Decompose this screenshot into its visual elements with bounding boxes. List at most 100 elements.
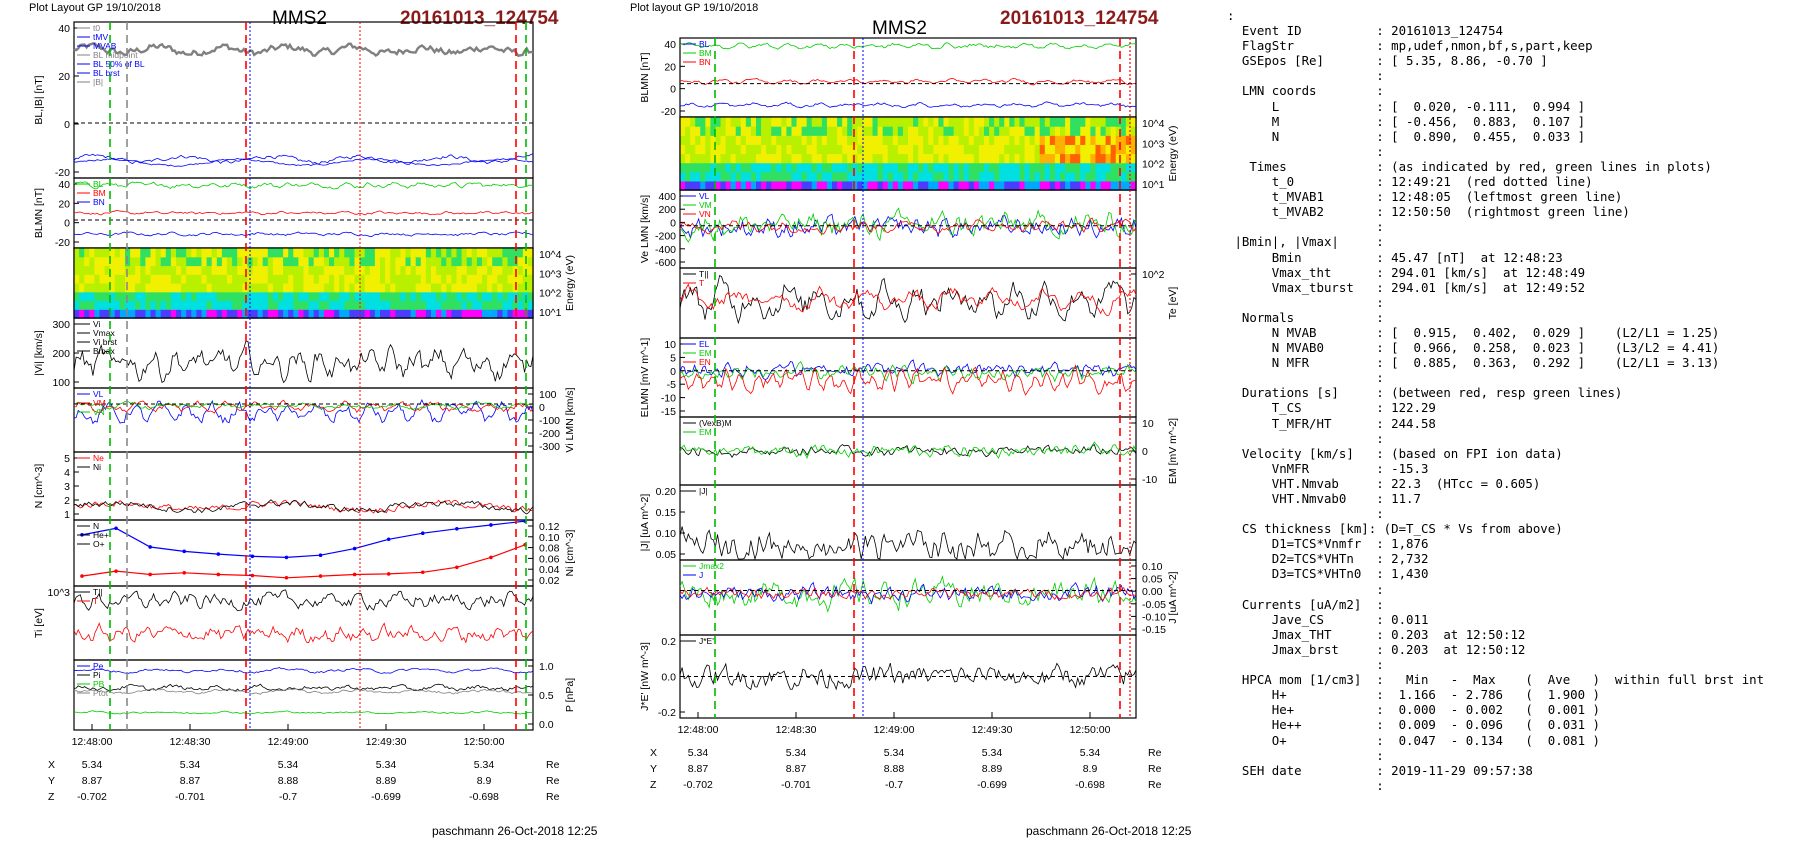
- spectrogram-cell: [882, 171, 889, 182]
- spectrogram-cell: [735, 180, 742, 191]
- spectrogram-cell: [227, 300, 233, 310]
- y-tick-label: 10^4: [1142, 118, 1165, 130]
- spectrogram-cell: [262, 291, 269, 302]
- y-tick-label: 5: [670, 352, 676, 364]
- spectrogram-cell: [283, 291, 289, 302]
- spectrogram-cell: [842, 135, 848, 145]
- legend-entry: VN: [93, 407, 105, 417]
- spectrogram-cell: [948, 153, 955, 164]
- spectrogram-cell: [826, 117, 833, 127]
- spectrogram-cell: [242, 283, 248, 293]
- position-unit: Re: [1148, 779, 1162, 791]
- spectrogram-cell: [1054, 126, 1061, 136]
- y-axis-label: J [uA m^-2]: [1167, 571, 1179, 623]
- spectrogram-cell: [958, 180, 965, 191]
- spectrogram-cell: [89, 256, 95, 267]
- spectrogram-cell: [1065, 117, 1071, 127]
- summary-line: :: [1227, 777, 1384, 793]
- spectrogram-cell: [994, 171, 1000, 182]
- spectrogram-cell: [385, 291, 391, 302]
- spectrogram-cell: [451, 248, 458, 258]
- spectrogram-cell: [680, 162, 686, 173]
- spectrogram-cell: [400, 291, 407, 302]
- spectrogram-cell: [690, 126, 696, 136]
- x-tick-label: 12:49:30: [972, 724, 1013, 736]
- spectrogram-cell: [776, 162, 782, 173]
- spectrogram-cell: [867, 144, 874, 155]
- spectrogram-cell: [781, 144, 787, 155]
- spectrogram-cell: [400, 265, 407, 275]
- spectrogram-cell: [456, 256, 463, 267]
- panel-frame: [73, 451, 534, 521]
- panel-frame: [73, 387, 534, 453]
- spectrogram-cell: [456, 274, 463, 284]
- spectrogram-cell: [928, 126, 934, 136]
- spectrogram-cell: [816, 126, 823, 136]
- spectrogram-cell: [685, 162, 691, 173]
- y-tick-label: 0.06: [539, 553, 560, 565]
- y-tick-label: 0.05: [656, 549, 677, 561]
- position-unit: Re: [1148, 763, 1162, 775]
- spectrogram-cell: [272, 283, 279, 293]
- spectrogram-cell: [308, 256, 315, 267]
- spectrogram-cell: [497, 265, 503, 275]
- y-tick-label: 0.00: [1142, 586, 1163, 598]
- legend-entry: Vmax: [93, 328, 115, 338]
- spectrogram-cell: [938, 153, 945, 164]
- spectrogram-cell: [507, 283, 514, 293]
- y-tick-label: -5: [667, 379, 676, 391]
- y-tick-label: 0.10: [1142, 561, 1163, 573]
- spectrogram-cell: [155, 291, 162, 302]
- data-point: [250, 554, 255, 559]
- spectrogram-cell: [897, 135, 904, 145]
- spectrogram-cell: [303, 256, 310, 267]
- spectrogram-cell: [257, 256, 264, 267]
- spectrogram-cell: [857, 144, 863, 155]
- spectrogram-cell: [456, 283, 463, 293]
- spectrogram-cell: [994, 135, 1000, 145]
- y-tick-label: 10^1: [539, 307, 562, 319]
- spectrogram-cell: [968, 135, 975, 145]
- spectrogram-cell: [446, 265, 452, 275]
- spectrogram-cell: [119, 274, 126, 284]
- spectrogram-cell: [806, 144, 813, 155]
- spectrogram-cell: [948, 162, 955, 173]
- spectrogram-cell: [725, 171, 732, 182]
- y-tick-label: -0.15: [1142, 624, 1166, 636]
- spectrogram-cell: [1080, 144, 1086, 155]
- y-axis-label: Vi LMN [km/s]: [564, 387, 576, 452]
- spectrogram-cell: [425, 248, 432, 258]
- y-axis-label: Ni [cm^-3]: [564, 529, 576, 576]
- spectrogram-cell: [771, 117, 777, 127]
- spectrogram-cell: [735, 126, 742, 136]
- spectrogram-cell: [705, 144, 711, 155]
- spectrogram-cell: [872, 153, 879, 164]
- spectrogram-cell: [943, 162, 950, 173]
- spectrogram-cell: [1120, 135, 1127, 145]
- spectrogram-cell: [832, 126, 838, 136]
- spectrogram-cell: [892, 180, 899, 191]
- spectrogram-cell: [114, 274, 121, 284]
- spectrogram-cell: [1075, 126, 1081, 136]
- spectrogram-cell: [390, 265, 396, 275]
- position-value: 5.34: [376, 759, 397, 771]
- y-tick-label: 0.02: [539, 575, 560, 587]
- spectrogram-cell: [1100, 117, 1107, 127]
- spectrogram-cell: [323, 309, 330, 319]
- spectrogram-cell: [369, 300, 376, 310]
- spectrogram-cell: [826, 153, 833, 164]
- spectrogram-cell: [237, 300, 243, 310]
- spectrogram-cell: [877, 135, 884, 145]
- y-tick-label: 0.0: [539, 719, 554, 731]
- summary-line: Times : (as indicated by red, green line…: [1227, 158, 1712, 174]
- spectrogram-cell: [1039, 180, 1046, 191]
- spectrogram-cell: [410, 256, 417, 267]
- spectrogram-cell: [700, 144, 706, 155]
- spectrogram-cell: [766, 126, 772, 136]
- spectrogram-cell: [400, 256, 407, 267]
- legend-entry: BN: [93, 197, 105, 207]
- spectrogram-cell: [918, 153, 924, 164]
- spectrogram-cell: [94, 274, 101, 284]
- spectrogram-cell: [99, 309, 106, 319]
- spectrogram-cell: [928, 162, 934, 173]
